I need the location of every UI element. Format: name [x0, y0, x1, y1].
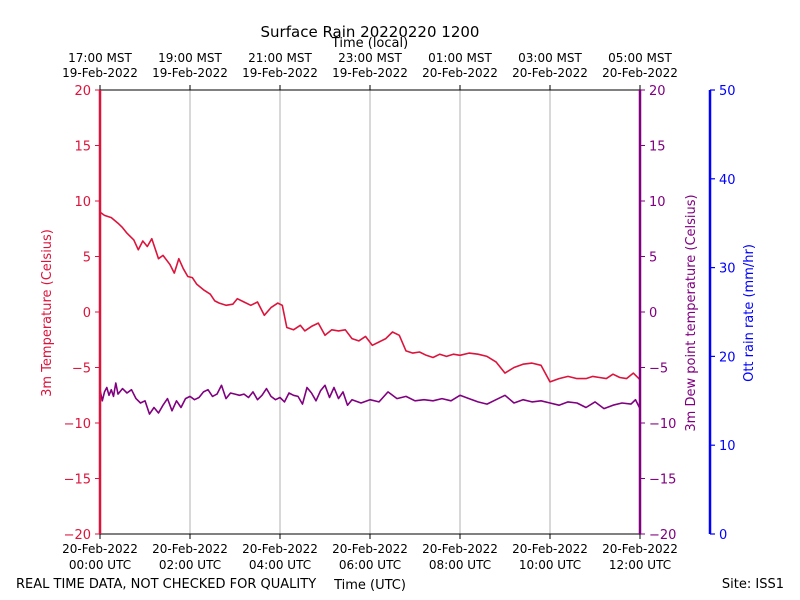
bottom-tick-date: 20-Feb-2022	[152, 542, 228, 556]
rain-axis-tick-label: 0	[719, 528, 727, 543]
top-tick-date: 19-Feb-2022	[62, 66, 138, 80]
top-tick-time: 01:00 MST	[428, 51, 492, 65]
right-axis-tick-label: −15	[649, 473, 676, 488]
bottom-tick-time: 04:00 UTC	[249, 558, 311, 572]
right-axis-tick-label: 20	[649, 84, 666, 99]
left-axis-label: 3m Temperature (Celsius)	[40, 229, 55, 397]
bottom-tick-time: 02:00 UTC	[159, 558, 221, 572]
right-axis-tick-label: 0	[649, 306, 657, 321]
chart-title: Surface Rain 20220220 1200	[261, 23, 480, 41]
top-tick-time: 03:00 MST	[518, 51, 582, 65]
top-tick-time: 21:00 MST	[248, 51, 312, 65]
left-axis-tick-label: −10	[64, 417, 91, 432]
left-axis-tick-label: 20	[74, 84, 91, 99]
top-tick-date: 20-Feb-2022	[422, 66, 498, 80]
left-axis-tick-label: −15	[64, 473, 91, 488]
bottom-tick-time: 12:00 UTC	[609, 558, 671, 572]
x-axis-label: Time (UTC)	[333, 578, 406, 593]
right-axis-tick-label: 10	[649, 195, 666, 210]
bottom-tick-date: 20-Feb-2022	[422, 542, 498, 556]
bottom-tick-time: 00:00 UTC	[69, 558, 131, 572]
bottom-tick-date: 20-Feb-2022	[242, 542, 318, 556]
rain-axis-tick-label: 40	[719, 173, 736, 188]
bottom-tick-date: 20-Feb-2022	[602, 542, 678, 556]
bottom-tick-time: 06:00 UTC	[339, 558, 401, 572]
top-tick-date: 19-Feb-2022	[152, 66, 228, 80]
footer-site: Site: ISS1	[722, 577, 784, 592]
bottom-tick-date: 20-Feb-2022	[332, 542, 408, 556]
top-tick-date: 20-Feb-2022	[602, 66, 678, 80]
bottom-tick-time: 08:00 UTC	[429, 558, 491, 572]
right-axis-tick-label: −5	[649, 362, 668, 377]
right-axis-tick-label: −20	[649, 528, 676, 543]
rain-axis-tick-label: 10	[719, 439, 736, 454]
left-axis-tick-label: 0	[83, 306, 91, 321]
axes: 20151050−5−10−15−2020151050−5−10−15−2050…	[62, 51, 735, 572]
bottom-tick-date: 20-Feb-2022	[62, 542, 138, 556]
footer-quality-note: REAL TIME DATA, NOT CHECKED FOR QUALITY	[16, 577, 316, 592]
top-tick-time: 19:00 MST	[158, 51, 222, 65]
top-axis-label: Time (local)	[331, 36, 408, 51]
rain-axis-tick-label: 30	[719, 262, 736, 277]
temperature-series-line	[99, 211, 641, 383]
top-tick-date: 20-Feb-2022	[512, 66, 588, 80]
rain-axis-label: Ott rain rate (mm/hr)	[742, 244, 757, 382]
rain-axis-tick-label: 20	[719, 350, 736, 365]
left-axis-tick-label: −5	[72, 362, 91, 377]
left-axis-tick-label: 10	[74, 195, 91, 210]
left-axis-tick-label: −20	[64, 528, 91, 543]
gridlines	[189, 90, 551, 534]
bottom-tick-time: 10:00 UTC	[519, 558, 581, 572]
rain-axis-tick-label: 50	[719, 84, 736, 99]
left-axis-tick-label: 5	[83, 251, 91, 266]
right-axis-tick-label: 5	[649, 251, 657, 266]
right-axis-tick-label: −10	[649, 417, 676, 432]
top-tick-time: 05:00 MST	[608, 51, 672, 65]
left-axis-tick-label: 15	[74, 140, 91, 155]
top-tick-time: 23:00 MST	[338, 51, 402, 65]
right-axis-label: 3m Dew point temperature (Celsius)	[684, 194, 699, 431]
series-layer	[99, 211, 641, 415]
top-tick-date: 19-Feb-2022	[242, 66, 318, 80]
top-tick-date: 19-Feb-2022	[332, 66, 408, 80]
top-tick-time: 17:00 MST	[68, 51, 132, 65]
dewpoint-series-line	[99, 382, 641, 415]
bottom-tick-date: 20-Feb-2022	[512, 542, 588, 556]
right-axis-tick-label: 15	[649, 140, 666, 155]
